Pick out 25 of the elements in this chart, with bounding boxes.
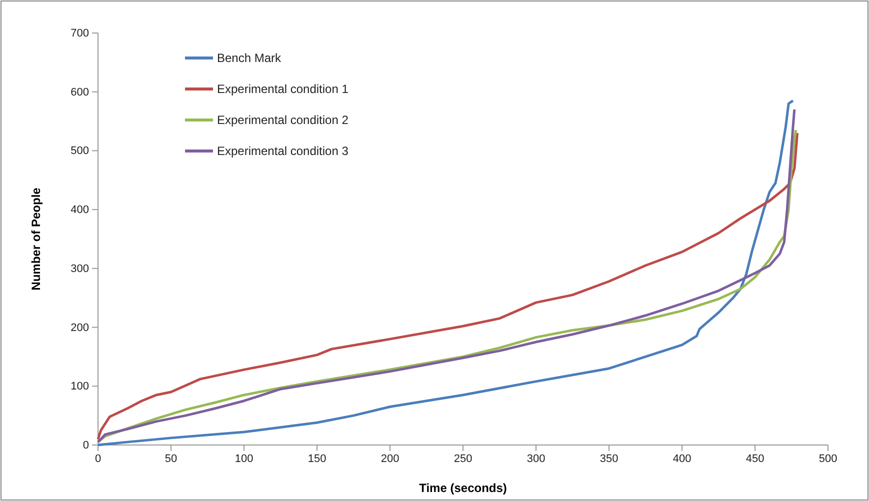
x-tick-label: 0 xyxy=(94,452,102,465)
x-tick-label: 350 xyxy=(600,452,618,465)
y-tick-label: 0 xyxy=(82,440,89,452)
y-tick-label: 300 xyxy=(70,262,89,275)
legend-label: Experimental condition 1 xyxy=(217,82,349,96)
x-tick-label: 250 xyxy=(454,452,472,465)
y-tick-label: 700 xyxy=(70,28,89,40)
x-tick-label: 50 xyxy=(164,452,178,465)
legend-label: Experimental condition 3 xyxy=(217,144,349,158)
x-tick-label: 300 xyxy=(526,452,546,465)
x-axis-title: Time (seconds) xyxy=(419,481,507,495)
x-tick-label: 100 xyxy=(234,452,254,465)
legend-label: Bench Mark xyxy=(217,51,282,65)
x-tick-label: 500 xyxy=(818,452,838,465)
x-tick-label: 450 xyxy=(746,452,764,465)
y-tick-label: 600 xyxy=(70,86,89,98)
legend-label: Experimental condition 2 xyxy=(217,113,349,127)
y-tick-label: 400 xyxy=(70,204,89,216)
y-axis-title: Number of People xyxy=(29,187,43,290)
x-tick-label: 400 xyxy=(672,452,692,465)
y-tick-label: 200 xyxy=(70,322,89,334)
y-tick-label: 100 xyxy=(70,380,89,393)
x-tick-label: 150 xyxy=(308,452,326,465)
y-tick-label: 500 xyxy=(70,145,89,158)
x-tick-label: 200 xyxy=(380,452,400,465)
